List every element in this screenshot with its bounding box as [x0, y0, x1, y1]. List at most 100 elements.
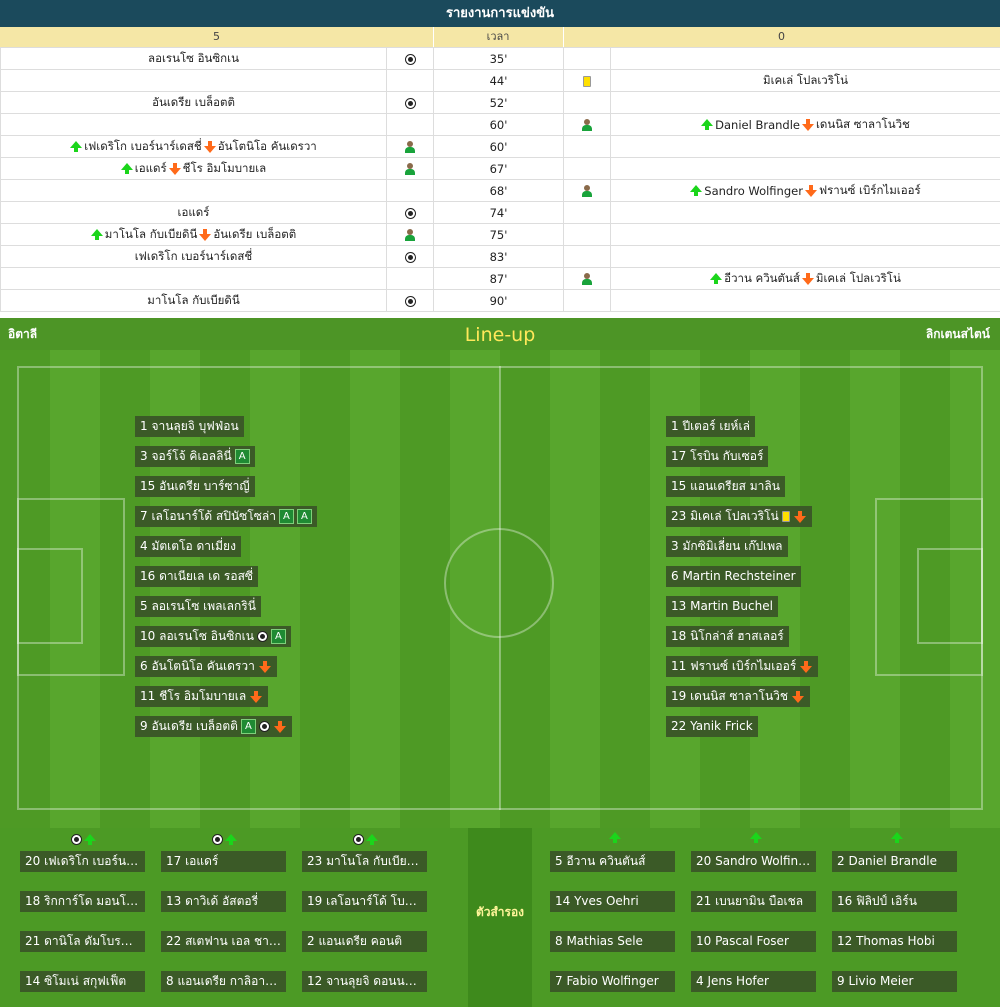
goal-ball-icon: [256, 631, 268, 642]
lineup-player: 17 โรบิน กับเซอร์: [666, 446, 769, 467]
lineup-player-name: 22 Yanik Frick: [671, 719, 753, 733]
minute-cell: 60': [433, 113, 564, 136]
lineup-player-name: 7 เลโอนาร์โด้ สปินัซโซล่า: [140, 509, 276, 523]
goal-ball-icon: [404, 207, 416, 219]
bench-player: 17 เอแดร์: [161, 851, 286, 872]
lineup-player: 9 อันเดรีย เบล็อตติ A: [135, 716, 292, 737]
event-player-name: Sandro Wolfinger: [704, 183, 803, 198]
minute-cell: 60': [433, 135, 564, 158]
away-score: 0: [778, 30, 785, 43]
event-minute: 67': [489, 161, 508, 176]
away-player-cell: [610, 47, 1000, 70]
bench-event-icons: [609, 832, 622, 843]
lineup-player: 11 ชีโร อิมโมบายเล: [135, 686, 269, 707]
sub-in-arrow-icon: [710, 273, 723, 284]
away-icon-cell: [563, 201, 611, 224]
goal-ball-icon: [404, 97, 416, 109]
bench-label-panel: ตัวสำรอง: [468, 828, 532, 1007]
sub-out-arrow-icon: [250, 691, 263, 703]
home-icon-cell: [386, 135, 434, 158]
bench-player: 16 ฟิลิปป์ เอิร์น: [832, 891, 957, 912]
bench-player: 5 อีวาน ควินตันส์: [550, 851, 675, 872]
bench-player: 21 ดานิโล ดัมโบรซิโอ: [20, 931, 145, 952]
home-icon-cell: [386, 47, 434, 70]
home-player-cell: มาโนโล กับเบียดินี อันเดรีย เบล็อตติ: [0, 223, 387, 246]
event-minute: 52': [489, 95, 508, 110]
bench-player: 19 เลโอนาร์โด้ โบนุชชี่: [302, 891, 427, 912]
goal-ball-icon: [404, 251, 416, 263]
event-row: 60' Daniel Brandle เดนนิส ซาลาโนวิช: [0, 113, 1000, 136]
home-player-cell: ลอเรนโซ อินซิกเน: [0, 47, 387, 70]
sub-in-arrow-icon: [891, 832, 903, 843]
sub-in-arrow-icon: [225, 834, 237, 845]
away-icon-cell: [563, 267, 611, 290]
lineup-player-name: 11 ชีโร อิมโมบายเล: [140, 689, 247, 703]
home-icon-cell: [386, 223, 434, 246]
lineup-player: 18 นิโกล่าส์ ฮาสเลอร์: [666, 626, 789, 647]
lineup-player: 6 Martin Rechsteiner: [666, 566, 801, 587]
away-icon-cell: [563, 69, 611, 92]
lineup-player-name: 23 มิเคเล่ โปลเวริโน่: [671, 509, 779, 523]
event-players: มาโนโล กับเบียดินี อันเดรีย เบล็อตติ: [90, 226, 296, 244]
bench-event-icons: [891, 832, 904, 843]
event-row: เอแดร์ ชีโร อิมโมบายเล 67': [0, 157, 1000, 180]
away-player-cell: [610, 91, 1000, 114]
away-icon-cell: [563, 223, 611, 246]
sub-out-arrow-icon: [199, 229, 212, 241]
substitution-icon: [404, 228, 416, 242]
lineup-player: 23 มิเคเล่ โปลเวริโน่: [666, 506, 812, 527]
bench-player: 20 Sandro Wolfinger: [691, 851, 816, 872]
sub-out-arrow-icon: [273, 721, 286, 733]
event-minute: 35': [489, 51, 508, 66]
sub-out-arrow-icon: [203, 141, 216, 153]
lineup-player-name: 6 Martin Rechsteiner: [671, 569, 796, 583]
pitch-outline: [17, 366, 983, 810]
bench-player: 23 มาโนโล กับเบียดินี: [302, 851, 427, 872]
event-player-name: เดนนิส ซาลาโนวิช: [815, 116, 910, 131]
event-player-name: ลอเรนโซ อินซิกเน: [148, 50, 239, 65]
event-player-name: ชีโร อิมโมบายเล: [182, 160, 267, 175]
home-player-cell: [0, 179, 387, 202]
bench-player: 18 ริกการ์โด มอนโตลีโว: [20, 891, 145, 912]
event-players: ลอเรนโซ อินซิกเน: [148, 50, 239, 68]
goal-ball-icon: [258, 721, 270, 732]
substitution-icon: [581, 118, 593, 132]
event-players: มิเคเล่ โปลเวริโน่: [763, 72, 848, 90]
sub-in-arrow-icon: [90, 229, 103, 240]
bench-player: 12 Thomas Hobi: [832, 931, 957, 952]
yellow-card-icon: [583, 75, 591, 87]
event-minute: 90': [489, 293, 508, 308]
home-icon-cell: [386, 157, 434, 180]
event-player-name: มาโนโล กับเบียดินี: [147, 292, 240, 307]
home-team-name: อิตาลี: [8, 327, 38, 341]
event-player-name: มาโนโล กับเบียดินี: [104, 226, 198, 241]
minute-cell: 44': [433, 69, 564, 92]
lineup-player-name: 1 ปีเตอร์ เยห์เล่: [671, 419, 750, 433]
minute-cell: 68': [433, 179, 564, 202]
lineup-player-name: 17 โรบิน กับเซอร์: [671, 449, 764, 463]
lineup-player: 5 ลอเรนโซ เพลเลกรินี่: [135, 596, 261, 617]
event-players: อันเดรีย เบล็อตติ: [152, 94, 235, 112]
away-penalty-box: [875, 498, 983, 676]
substitution-icon: [404, 162, 416, 176]
bench-player: 2 Daniel Brandle: [832, 851, 957, 872]
away-icon-cell: [563, 157, 611, 180]
goal-ball-icon: [353, 834, 364, 845]
bench-player: 8 แอนเดรีย กาลิอาร์ดีนี่: [161, 971, 286, 992]
lineup-player: 13 Martin Buchel: [666, 596, 778, 617]
home-icon-cell: [386, 289, 434, 312]
bench-event-icons: [353, 834, 379, 845]
away-player-cell: [610, 245, 1000, 268]
minute-cell: 75': [433, 223, 564, 246]
home-icon-cell: [386, 113, 434, 136]
lineup-player-name: 4 มัตเตโอ ดาเมี่ยง: [140, 539, 236, 553]
bench-player: 2 แอนเดรีย คอนติ: [302, 931, 427, 952]
lineup-player: 19 เดนนิส ซาลาโนวิช: [666, 686, 811, 707]
home-player-cell: เฟเดริโก เบอร์นาร์เดสชี่ อันโตนิโอ คันเดร…: [0, 135, 387, 158]
lineup-player: 6 อันโตนิโอ คันเดรวา: [135, 656, 277, 677]
event-player-name: อีวาน ควินตันส์: [724, 270, 800, 285]
away-icon-cell: [563, 289, 611, 312]
home-player-cell: อันเดรีย เบล็อตติ: [0, 91, 387, 114]
home-player-cell: [0, 69, 387, 92]
sub-out-arrow-icon: [804, 185, 817, 197]
